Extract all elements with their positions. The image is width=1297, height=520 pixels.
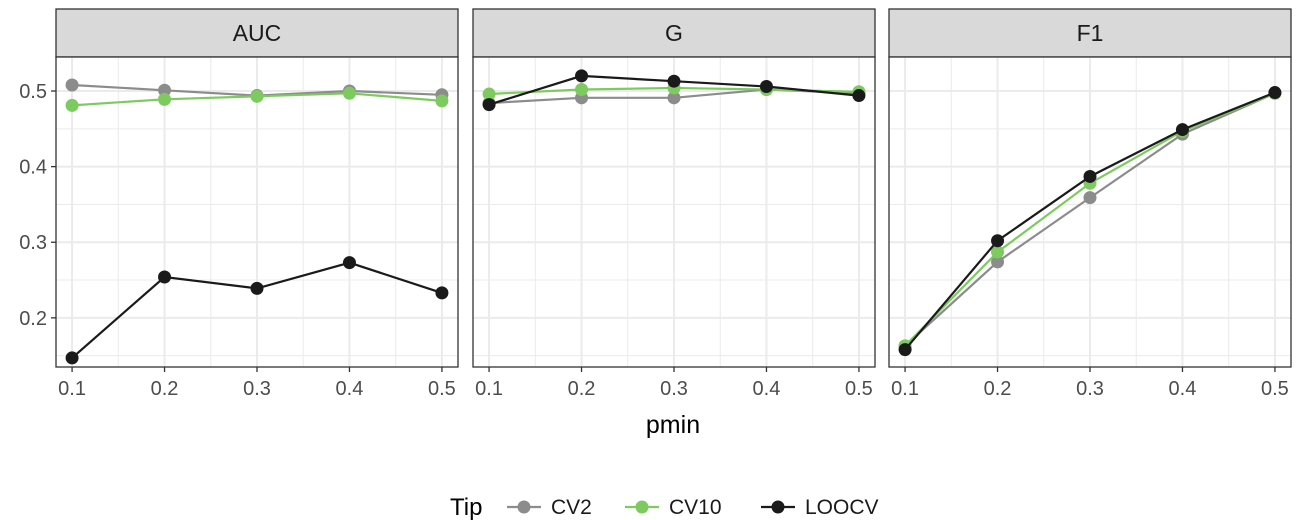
y-axis: 0.2 0.3 0.4 0.5 (19, 81, 56, 330)
data-point (1175, 123, 1189, 137)
x-tick-label: 0.1 (58, 378, 86, 400)
x-tick-label: 0.1 (475, 378, 503, 400)
data-point (65, 78, 79, 92)
data-point (575, 69, 589, 83)
x-tick-label: 0.5 (1261, 378, 1289, 400)
data-point (158, 92, 172, 106)
legend-entry-cv10: CV10 (625, 496, 722, 519)
data-point (342, 256, 356, 270)
data-point (482, 98, 496, 112)
legend-key-point (635, 500, 649, 514)
panel-f1: F1 0.1 0.2 0.3 0.4 0.5 (888, 8, 1292, 400)
legend-entry-label: CV10 (669, 496, 722, 519)
x-tick-label: 0.2 (568, 378, 596, 400)
data-point (991, 255, 1005, 269)
x-tick-label: 0.5 (845, 378, 873, 400)
data-point (158, 83, 172, 97)
x-tick-label: 0.4 (753, 378, 781, 400)
legend-entry-label: CV2 (551, 496, 592, 519)
x-tick-label: 0.3 (1076, 378, 1104, 400)
data-point (667, 91, 681, 105)
data-point (1083, 191, 1097, 205)
legend-title: Tip (450, 494, 482, 520)
panel-title: G (665, 20, 683, 46)
data-point (342, 86, 356, 100)
y-tick-label: 0.4 (19, 157, 47, 179)
y-tick-label: 0.5 (19, 81, 47, 103)
panel-g: G 0.1 0.2 0.3 0.4 0.5 (472, 8, 876, 400)
series-loocv (65, 256, 449, 365)
data-point (667, 74, 681, 88)
data-point (759, 79, 773, 93)
data-point (158, 270, 172, 284)
series-loocv (898, 86, 1282, 357)
x-tick-label: 0.1 (891, 378, 919, 400)
series-cv10 (65, 86, 449, 112)
data-point (898, 343, 912, 357)
panel-auc: AUC 0.1 0.2 0.3 0.4 0.5 (55, 8, 459, 400)
legend-entry-cv2: CV2 (507, 496, 592, 519)
x-tick-label: 0.2 (984, 378, 1012, 400)
legend-entry-loocv: LOOCV (761, 496, 879, 519)
legend-key-point (517, 500, 531, 514)
data-point (575, 83, 589, 97)
legend-key-point (771, 500, 785, 514)
panel-title: AUC (233, 20, 282, 46)
data-point (250, 89, 264, 103)
x-tick-label: 0.4 (1169, 378, 1197, 400)
panel-strip (472, 8, 876, 58)
data-point (991, 234, 1005, 248)
panel-strip (55, 8, 459, 58)
data-point (65, 351, 79, 365)
y-tick-label: 0.3 (19, 232, 47, 254)
data-point (991, 245, 1005, 259)
panels-group: AUC 0.1 0.2 0.3 0.4 0.5 G 0.1 0.2 0.3 0.4 0.5 F1 0.1 0… (55, 8, 1292, 400)
data-point (1083, 169, 1097, 183)
x-tick-label: 0.5 (428, 378, 456, 400)
data-point (65, 98, 79, 112)
data-point (250, 281, 264, 295)
x-tick-label: 0.3 (660, 378, 688, 400)
legend: Tip CV2 CV10 LOOCV (450, 494, 879, 520)
series-loocv (482, 69, 866, 112)
y-tick-label: 0.2 (19, 308, 47, 330)
data-point (852, 89, 866, 103)
data-point (482, 87, 496, 101)
panel-title: F1 (1077, 20, 1104, 46)
legend-entry-label: LOOCV (805, 496, 879, 519)
x-axis-label: pmin (646, 411, 700, 439)
panel-strip (888, 8, 1292, 58)
x-tick-label: 0.4 (336, 378, 364, 400)
x-tick-label: 0.3 (243, 378, 271, 400)
x-tick-label: 0.2 (151, 378, 179, 400)
data-point (435, 286, 449, 300)
data-point (435, 94, 449, 108)
data-point (1268, 86, 1282, 100)
